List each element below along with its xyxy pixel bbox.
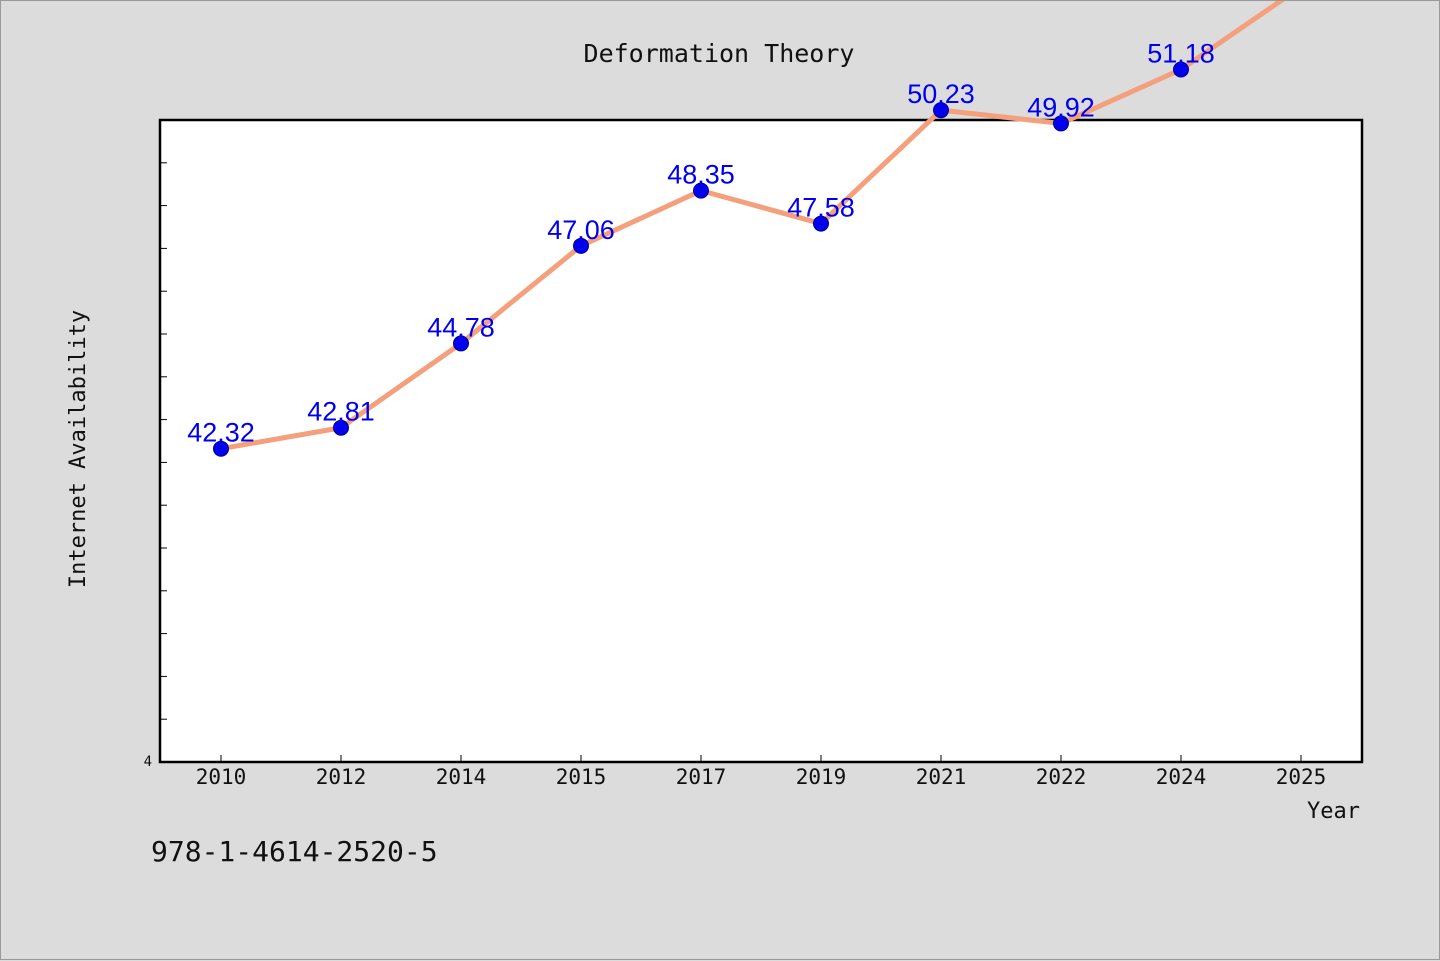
x-tick-label: 2025 xyxy=(1276,765,1327,789)
x-tick-label: 2012 xyxy=(316,765,367,789)
x-tick-label: 2017 xyxy=(676,765,727,789)
data-label: 44.78 xyxy=(427,312,495,342)
data-point xyxy=(933,102,949,119)
data-point xyxy=(813,215,829,232)
x-tick-label: 2019 xyxy=(796,765,847,789)
x-tick-label: 2022 xyxy=(1036,765,1087,789)
data-point xyxy=(693,182,709,199)
series-line xyxy=(218,1,1285,452)
data-point xyxy=(453,335,469,352)
data-point xyxy=(213,440,229,457)
x-tick-label: 2021 xyxy=(916,765,967,789)
data-label: 47.06 xyxy=(547,215,615,245)
data-point xyxy=(1173,61,1189,78)
series-markers xyxy=(213,61,1189,457)
data-label: 50.23 xyxy=(907,79,975,109)
y-axis-ticks xyxy=(160,162,167,720)
x-axis-title: Year xyxy=(1307,799,1360,824)
y-axis-min-label: 4 xyxy=(144,754,152,770)
data-label: 42.32 xyxy=(187,418,255,448)
data-label: 47.58 xyxy=(787,193,855,223)
plot-area xyxy=(158,118,1364,764)
data-point xyxy=(1053,115,1069,132)
x-axis: 2010 2012 2014 2015 2017 2019 2021 2022 2024 2025 xyxy=(196,755,1327,789)
data-label: 48.35 xyxy=(667,160,735,190)
x-tick-label: 2024 xyxy=(1156,765,1207,789)
x-tick-label: 2010 xyxy=(196,765,247,789)
x-tick-label: 2015 xyxy=(556,765,607,789)
data-label: 51.18 xyxy=(1147,38,1215,68)
data-label: 49.92 xyxy=(1027,92,1095,122)
data-point xyxy=(333,419,349,436)
data-labels: 42.32 42.81 44.78 47.06 48.35 47.58 50.23 49.92… xyxy=(187,38,1215,448)
y-axis-title: Internet Availability xyxy=(66,310,91,588)
isbn-caption: 978-1-4614-2520-5 xyxy=(151,835,438,868)
chart-title: Deformation Theory xyxy=(584,39,855,68)
x-tick-label: 2014 xyxy=(436,765,487,789)
data-point xyxy=(573,237,589,254)
data-label: 42.81 xyxy=(307,397,375,427)
